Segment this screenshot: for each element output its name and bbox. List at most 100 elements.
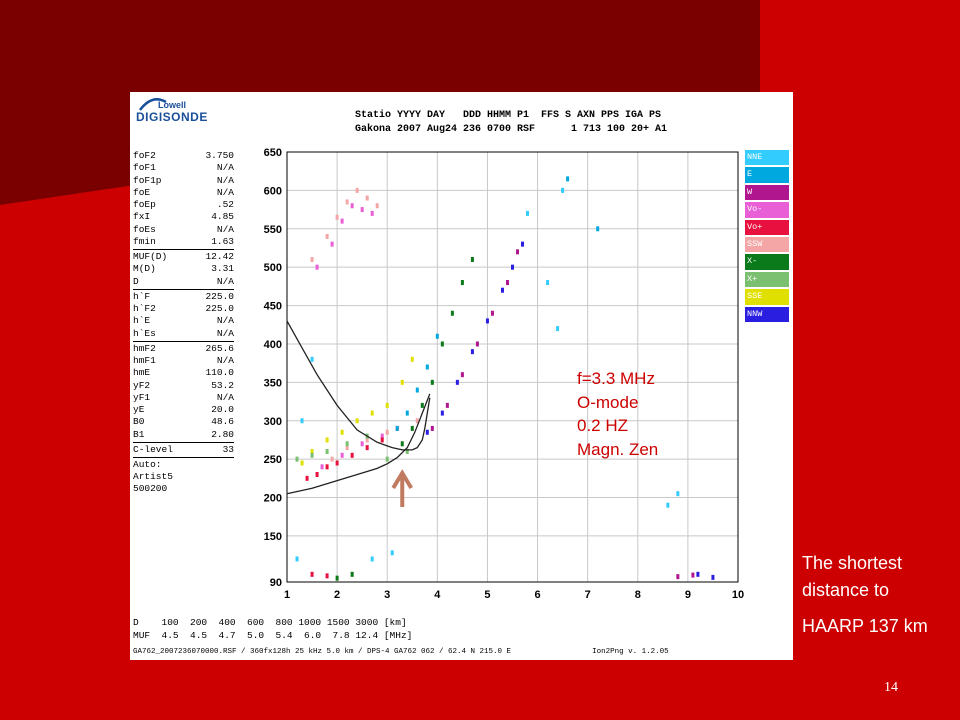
data-point — [355, 418, 359, 424]
param-label: h`F2 — [133, 303, 156, 314]
data-point — [310, 356, 314, 362]
trace-curve — [286, 393, 431, 495]
param-label: yE — [133, 404, 145, 415]
separator — [133, 249, 234, 250]
data-point — [365, 445, 369, 451]
data-point — [325, 573, 329, 579]
data-point — [676, 491, 680, 497]
param-value: N/A — [216, 223, 234, 235]
separator — [133, 441, 234, 443]
param-value: 20.0 — [211, 404, 234, 415]
auto-label: Auto: — [133, 459, 162, 470]
data-point — [410, 425, 414, 431]
param-label: C-level — [133, 443, 173, 455]
data-point — [500, 287, 504, 293]
x-tick-label: 1 — [284, 589, 290, 601]
side-note-line-3: HAARP 137 km — [802, 616, 928, 636]
param-row: yE 20.0 — [133, 404, 234, 416]
param-label: fxI — [133, 211, 151, 223]
side-note: The shortest distance to HAARP 137 km — [802, 550, 928, 640]
param-label: hmE — [133, 367, 151, 379]
data-point — [450, 310, 454, 316]
data-point — [330, 456, 334, 462]
param-label: foF1 — [133, 162, 156, 174]
data-point — [711, 574, 715, 580]
param-label: foF1p — [133, 174, 162, 186]
param-value: 3.31 — [211, 263, 234, 275]
data-point — [385, 456, 389, 462]
ionogram-figure: Lowell DIGISONDE Statio YYYY DAY DDD HHM… — [130, 92, 793, 660]
data-point — [325, 464, 329, 470]
data-point — [455, 379, 459, 385]
param-value: N/A — [216, 174, 234, 186]
data-point — [310, 448, 314, 454]
annotation-line-rate: 0.2 HZ — [577, 416, 629, 435]
up-arrow-icon — [391, 469, 413, 507]
data-point — [521, 241, 525, 247]
annotation-line-zenith: Magn. Zen — [577, 439, 659, 459]
param-row: yF2 53.2 — [133, 380, 234, 392]
param-row: B1 2.80 — [133, 429, 234, 441]
data-point — [325, 448, 329, 454]
param-row: hmF2 265.6 — [133, 343, 234, 355]
ionogram-chart: 1 2 3 4 5 6 7 8 9 10 90 150 200 250 300 350 400 450 500 550… — [264, 147, 744, 601]
scaled-parameters-panel: foF2 3.750 foF1 N/A foF1p N/A foE N/A foEp .52 fxI… — [133, 150, 234, 495]
param-row: yF1 N/A — [133, 392, 234, 404]
data-point — [365, 437, 369, 443]
legend-item: SSE — [745, 289, 789, 305]
param-row: foEs N/A — [133, 224, 234, 236]
data-point — [425, 429, 429, 435]
param-label: yF1 — [133, 391, 151, 403]
data-point — [350, 571, 354, 577]
param-label: hmF2 — [133, 342, 156, 354]
data-point — [445, 402, 449, 408]
param-row: M(D) 3.31 — [133, 263, 234, 275]
param-label: foEs — [133, 223, 156, 235]
data-point — [420, 402, 424, 408]
x-tick-label: 4 — [434, 589, 441, 601]
params-group-4: hmF2 265.6 hmF1 N/A hmE 110.0 yF2 53.2 yF1 N/A yE 2… — [133, 343, 234, 441]
page-number: 14 — [884, 680, 898, 695]
params-group-2: MUF(D) 12.42 M(D) 3.31 D N/A — [133, 251, 234, 288]
data-point — [410, 356, 414, 362]
legend-item: E — [745, 167, 789, 183]
x-tick-label: 3 — [384, 589, 390, 601]
separator — [133, 288, 234, 290]
y-tick-label: 500 — [264, 262, 282, 274]
param-label: foF2 — [133, 150, 156, 161]
x-tick-label: 7 — [585, 589, 591, 601]
data-point — [405, 410, 409, 416]
data-point — [516, 249, 520, 255]
data-point — [385, 402, 389, 408]
data-point — [340, 429, 344, 435]
data-point — [370, 556, 374, 562]
params-group-5: C-level 33 — [133, 444, 234, 456]
data-point — [310, 452, 314, 458]
param-value: 53.2 — [211, 379, 234, 391]
param-value: 2.80 — [211, 428, 234, 440]
param-label: foE — [133, 186, 151, 198]
header-line-2: Gakona 2007 Aug24 236 0700 RSF 1 713 100… — [355, 124, 668, 135]
param-value: 110.0 — [205, 367, 234, 379]
param-row: foF1p N/A — [133, 175, 234, 187]
param-value: 4.85 — [211, 211, 234, 223]
annotation-line-frequency: f=3.3 MHz — [577, 369, 655, 388]
annotation-text: f=3.3 MHz O-mode 0.2 HZ Magn. Zen — [577, 367, 658, 461]
data-point — [440, 410, 444, 416]
param-value: N/A — [216, 327, 234, 339]
params-group-3: h`F 225.0 h`F2 225.0 h`E N/A h`Es N/A — [133, 291, 234, 340]
data-point — [325, 233, 329, 239]
auto-code: 500200 — [133, 483, 168, 494]
data-point — [330, 241, 334, 247]
param-label: foEp — [133, 199, 156, 210]
data-point — [415, 418, 419, 424]
annotation-line-mode: O-mode — [577, 392, 639, 412]
data-point — [295, 456, 299, 462]
param-value: 265.6 — [205, 342, 234, 354]
data-point — [425, 364, 429, 370]
data-point — [320, 464, 324, 470]
data-point — [335, 460, 339, 466]
plot-frame — [286, 151, 739, 583]
param-label: M(D) — [133, 263, 156, 275]
data-point — [415, 387, 419, 393]
